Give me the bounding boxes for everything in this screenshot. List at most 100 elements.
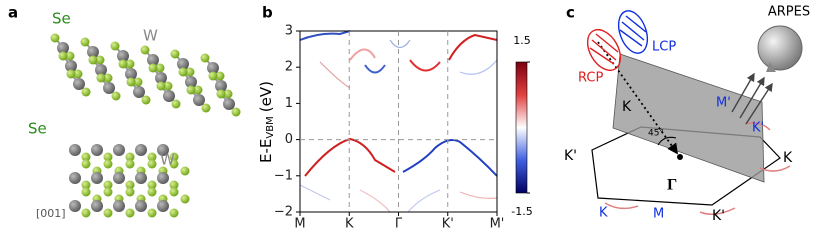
se-atom <box>171 99 181 109</box>
x-tick-label: M' <box>490 217 505 232</box>
x-tick-label: Γ <box>395 217 403 232</box>
y-axis-label-sub: VBM <box>265 116 276 138</box>
se-atom <box>208 71 218 81</box>
y-tick-label: 2 <box>285 60 293 75</box>
gamma-point <box>677 154 683 160</box>
w-atom <box>193 94 205 106</box>
polarization-label: RCP <box>578 71 603 86</box>
w-atom <box>135 172 147 184</box>
se-atom <box>200 53 210 63</box>
se-atom <box>50 33 60 43</box>
se-atom <box>178 67 188 77</box>
se-atom <box>163 81 173 91</box>
w-atom <box>113 144 125 156</box>
w-atom <box>147 54 159 66</box>
w-atom <box>65 60 77 72</box>
colorbar-tick-label: -1.5 <box>511 205 532 218</box>
panel-label: b <box>262 4 273 22</box>
band-plot: E-EVBM (eV) −2 −1 0 1 2 3 M K Γ K' M' 1.5 -1.5 <box>257 24 533 232</box>
se-atom <box>180 194 190 204</box>
se-atom <box>141 95 151 105</box>
incidence-plane <box>612 53 765 183</box>
panel-label: a <box>8 4 18 22</box>
se-atom <box>169 180 179 190</box>
se-atom <box>103 180 113 190</box>
se-atom <box>147 187 157 197</box>
se-atom <box>111 91 121 101</box>
se-atom <box>118 59 128 69</box>
se-atom <box>140 45 150 55</box>
k-point-label: K' <box>712 208 725 224</box>
se-atom <box>125 152 135 162</box>
y-tick-label: 1 <box>285 96 293 111</box>
arpes-schematic: ARPES LCP RCP 45° K M' K' Γ K' K K M K' <box>564 5 810 225</box>
w-atom <box>69 144 81 156</box>
se-atom <box>231 107 241 117</box>
se-atom <box>223 89 233 99</box>
y-tick-label: −1 <box>274 168 293 183</box>
k-point-label: K' <box>752 121 764 136</box>
w-atom <box>207 62 219 74</box>
se-atom <box>65 51 75 61</box>
k-point-label: K <box>783 150 793 166</box>
detector-label: ARPES <box>768 5 810 20</box>
panel-label: c <box>566 4 575 22</box>
w-atom <box>113 200 125 212</box>
se-atom <box>216 89 226 99</box>
se-atom <box>103 159 113 169</box>
se-atom <box>125 180 135 190</box>
se-atom <box>73 69 83 79</box>
w-atom <box>91 172 103 184</box>
se-atom <box>81 87 91 97</box>
w-atom <box>125 68 137 80</box>
w-atom <box>91 200 103 212</box>
atom-label: W <box>160 151 175 169</box>
se-atom <box>125 159 135 169</box>
se-atom <box>169 152 179 162</box>
se-atom <box>81 187 91 197</box>
y-axis-label-unit: (eV) <box>257 81 275 112</box>
atom-label: W <box>143 27 158 45</box>
k-point-label: K' <box>564 148 577 164</box>
se-atom <box>170 49 180 59</box>
se-atom <box>81 180 91 190</box>
se-atom <box>95 55 105 65</box>
se-atom <box>201 103 211 113</box>
angle-label: 45° <box>648 129 664 139</box>
polarization-label: LCP <box>652 40 676 55</box>
w-atom <box>157 172 169 184</box>
w-atom <box>223 98 235 110</box>
w-atom <box>57 42 69 54</box>
se-atom <box>81 208 91 218</box>
w-atom <box>103 82 115 94</box>
w-atom <box>95 64 107 76</box>
se-atom <box>125 59 135 69</box>
se-atom <box>147 208 157 218</box>
se-atom <box>193 85 203 95</box>
se-atom <box>96 73 106 83</box>
se-atom <box>103 73 113 83</box>
y-tick-label: 3 <box>285 24 293 39</box>
w-atom <box>157 144 169 156</box>
w-atom <box>155 72 167 84</box>
atom-label: Se <box>28 120 47 138</box>
w-atom <box>113 172 125 184</box>
se-atom <box>169 187 179 197</box>
colorbar <box>515 61 528 194</box>
x-tick-label: K' <box>442 217 454 232</box>
w-atom <box>163 90 175 102</box>
se-atom <box>133 77 143 87</box>
se-atom <box>215 71 225 81</box>
se-atom <box>169 159 179 169</box>
se-atom <box>80 37 90 47</box>
atom-label: Se <box>52 10 71 28</box>
w-atom <box>69 200 81 212</box>
se-atom <box>126 77 136 87</box>
colorbar-tick-label: 1.5 <box>513 34 531 47</box>
detector <box>757 25 803 71</box>
w-atom <box>157 200 169 212</box>
w-atom <box>117 50 129 62</box>
se-atom <box>103 208 113 218</box>
w-atom <box>73 78 85 90</box>
y-tick-label: −2 <box>274 205 293 220</box>
